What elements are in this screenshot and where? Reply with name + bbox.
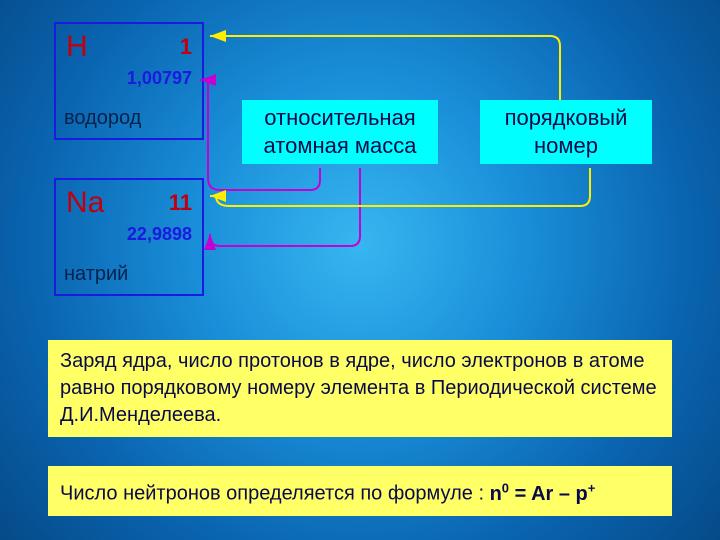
arrow-mass-to-na [210,168,360,246]
label-line: атомная масса [252,132,428,160]
element-atomic-mass: 22,9898 [127,224,192,245]
arrow-number-to-na [210,168,590,206]
explanation-neutron-formula: Число нейтронов определяется по формуле … [48,466,672,516]
element-box-hydrogen: H 1 1,00797 водород [54,22,204,140]
formula-p-sup: + [588,480,596,495]
explanation-nucleus-charge: Заряд ядра, число протонов в ядре, число… [48,340,672,437]
element-symbol: H [66,30,88,64]
element-symbol: Na [66,186,104,220]
element-atomic-mass: 1,00797 [127,68,192,89]
label-line: номер [490,132,642,160]
element-number: 1 [180,34,192,60]
formula-n: n [490,483,502,505]
element-name: водород [64,107,141,130]
formula-n-sup: 0 [502,480,509,495]
formula-prefix: Число нейтронов определяется по формуле … [60,483,490,505]
element-number: 11 [169,190,192,216]
label-ordinal-number: порядковый номер [480,100,652,164]
arrow-number-to-h [210,36,560,100]
element-box-sodium: Na 11 22,9898 натрий [54,178,204,296]
label-line: порядковый [490,104,642,132]
formula-mid: = Ar – p [509,483,588,505]
label-line: относительная [252,104,428,132]
element-name: натрий [64,263,128,286]
label-atomic-mass: относительная атомная масса [242,100,438,164]
